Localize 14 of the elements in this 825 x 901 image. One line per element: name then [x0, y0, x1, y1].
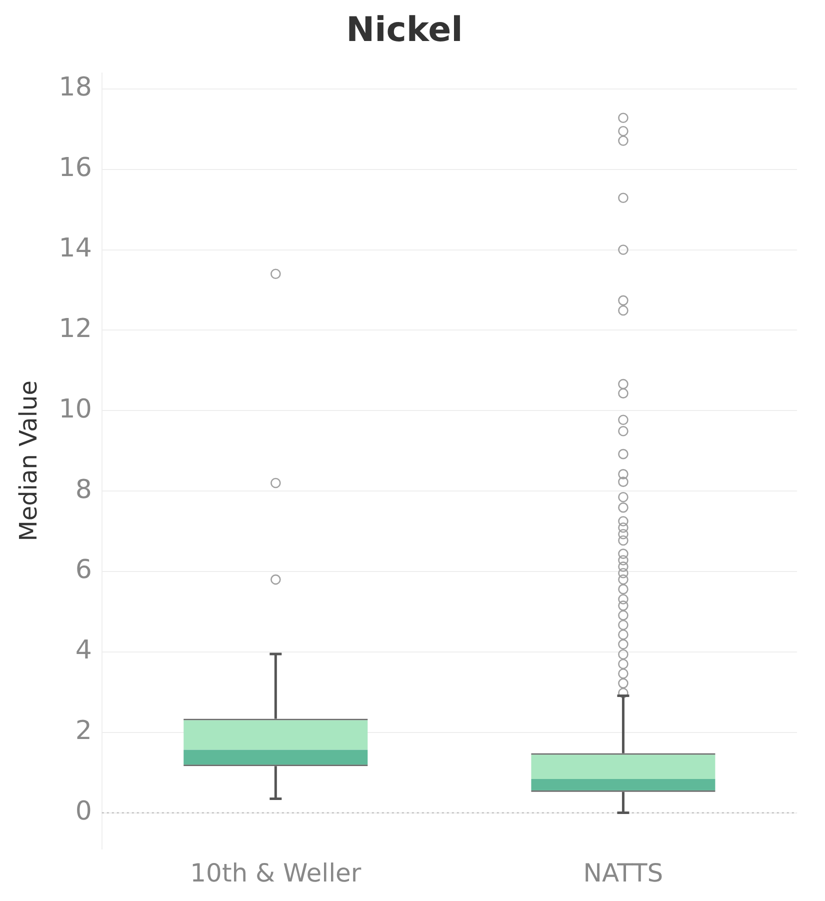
y-tick-label: 6 — [75, 555, 92, 586]
y-tick-label: 12 — [58, 314, 92, 344]
y-tick-label: 16 — [58, 153, 92, 184]
y-tick-label: 18 — [58, 72, 92, 103]
x-tick-label: 10th & Weller — [190, 858, 362, 888]
y-tick-label: 8 — [75, 474, 92, 505]
y-tick-label: 2 — [75, 716, 92, 746]
y-tick-label: 10 — [58, 394, 92, 424]
x-tick-label: NATTS — [583, 858, 664, 888]
chart-title: Nickel — [346, 10, 463, 50]
y-axis-title: Median Value — [14, 380, 43, 542]
y-tick-label: 0 — [75, 796, 92, 827]
y-tick-label: 14 — [58, 234, 92, 264]
y-tick-label: 4 — [75, 636, 92, 666]
